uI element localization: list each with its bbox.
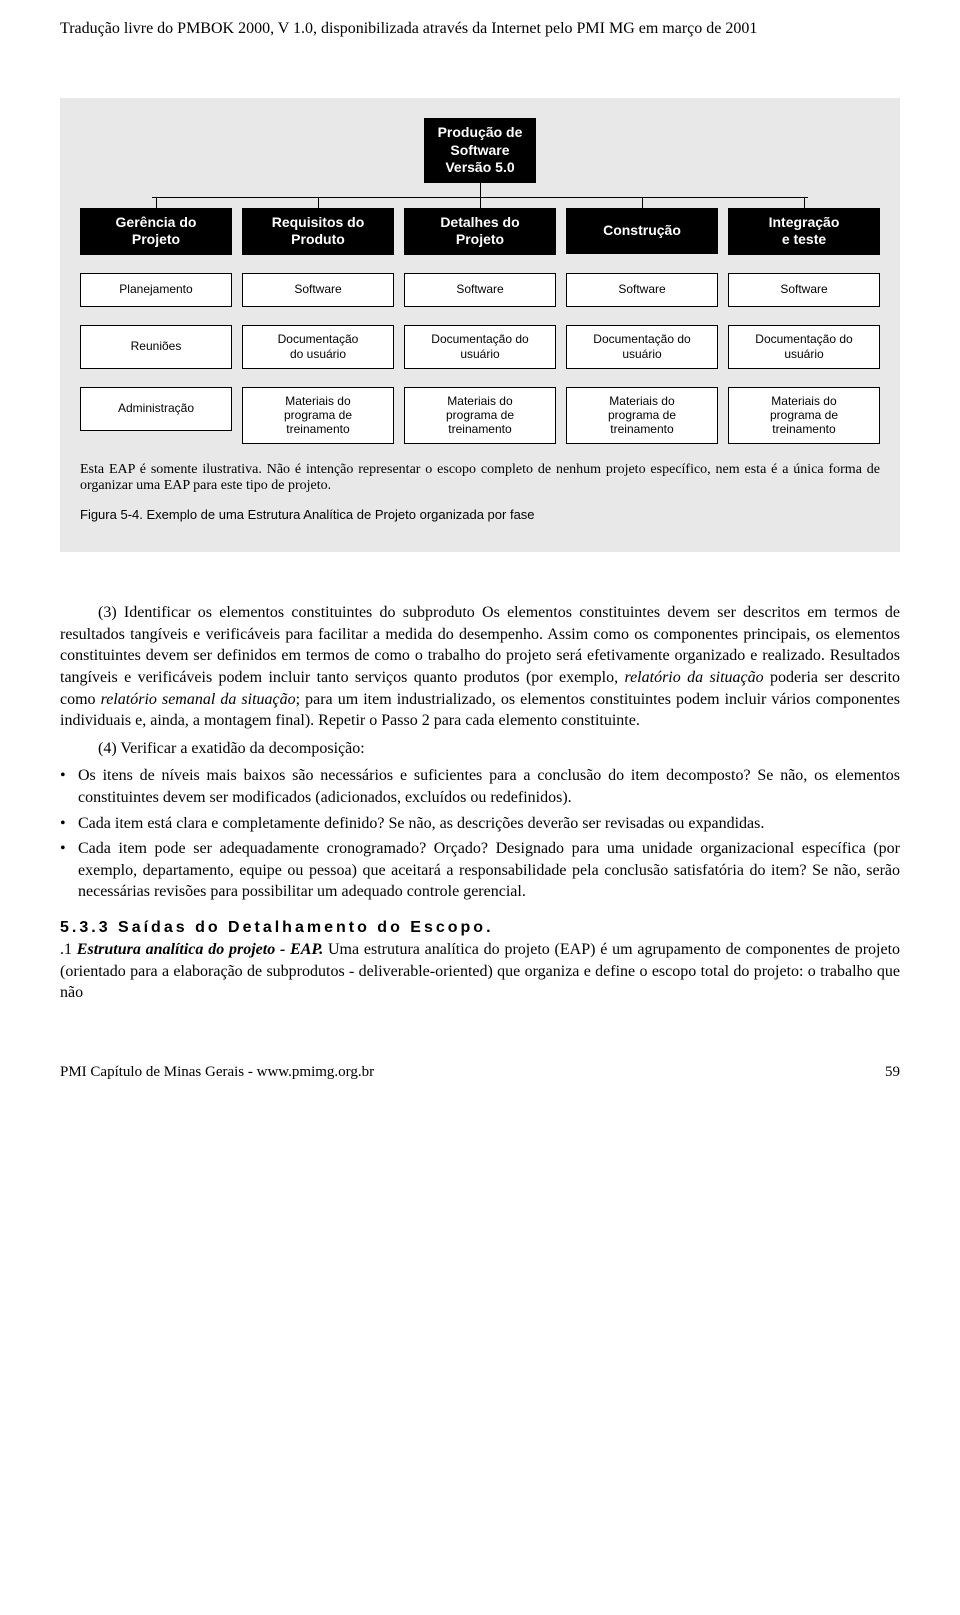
wbs-box: Documentação do usuário bbox=[242, 325, 394, 369]
wbs-box: Reuniões bbox=[80, 325, 232, 369]
wbs-box: Documentação do usuário bbox=[728, 325, 880, 369]
sub-num: .1 bbox=[60, 941, 77, 958]
paragraph: (4) Verificar a exatidão da decomposição… bbox=[60, 738, 900, 760]
page-number: 59 bbox=[885, 1064, 900, 1081]
wbs-root-box: Produção de Software Versão 5.0 bbox=[424, 118, 537, 183]
bullet-item: • Cada item pode ser adequadamente crono… bbox=[60, 838, 900, 903]
wbs-box: Documentação do usuário bbox=[566, 325, 718, 369]
wbs-box: Software bbox=[728, 273, 880, 307]
wbs-box: Planejamento bbox=[80, 273, 232, 307]
bullet-dot: • bbox=[60, 838, 78, 903]
wbs-l2-box: Integração e teste bbox=[728, 208, 880, 255]
wbs-l2-box: Construção bbox=[566, 208, 718, 254]
bullet-text: Cada item pode ser adequadamente cronogr… bbox=[78, 838, 900, 903]
section-heading: 5.3.3 Saídas do Detalhamento do Escopo. bbox=[60, 919, 900, 937]
wbs-box: Materiais do programa de treinamento bbox=[728, 387, 880, 444]
wbs-box: Materiais do programa de treinamento bbox=[242, 387, 394, 444]
figure-caption: Figura 5-4. Exemplo de uma Estrutura Ana… bbox=[80, 507, 880, 522]
bullet-dot: • bbox=[60, 813, 78, 835]
sub-entry: .1 Estrutura analítica do projeto - EAP.… bbox=[60, 939, 900, 1004]
sub-title: Estrutura analítica do projeto - EAP. bbox=[77, 941, 323, 958]
wbs-box: Administração bbox=[80, 387, 232, 431]
bullet-text: Cada item está clara e completamente def… bbox=[78, 813, 900, 835]
wbs-l2-box: Detalhes do Projeto bbox=[404, 208, 556, 255]
para1-italic1: relatório da situação bbox=[624, 669, 763, 686]
footer-left: PMI Capítulo de Minas Gerais - www.pmimg… bbox=[60, 1064, 374, 1081]
wbs-box: Documentação do usuário bbox=[404, 325, 556, 369]
diagram-note: Esta EAP é somente ilustrativa. Não é in… bbox=[80, 462, 880, 496]
diagram-container: Produção de Software Versão 5.0 Gerência… bbox=[60, 98, 900, 552]
bullet-dot: • bbox=[60, 765, 78, 808]
para2: (4) Verificar a exatidão da decomposição… bbox=[98, 740, 365, 757]
wbs-l2-box: Gerência do Projeto bbox=[80, 208, 232, 255]
bullet-item: • Cada item está clara e completamente d… bbox=[60, 813, 900, 835]
bullet-text: Os itens de níveis mais baixos são neces… bbox=[78, 765, 900, 808]
wbs-box: Software bbox=[566, 273, 718, 307]
bullet-item: • Os itens de níveis mais baixos são nec… bbox=[60, 765, 900, 808]
para1-italic2: relatório semanal da situação bbox=[101, 691, 296, 708]
wbs-box: Materiais do programa de treinamento bbox=[404, 387, 556, 444]
wbs-l2-box: Requisitos do Produto bbox=[242, 208, 394, 255]
wbs-box: Materiais do programa de treinamento bbox=[566, 387, 718, 444]
paragraph: (3) Identificar os elementos constituint… bbox=[60, 602, 900, 732]
header-text: Tradução livre do PMBOK 2000, V 1.0, dis… bbox=[60, 20, 900, 38]
wbs-box: Software bbox=[242, 273, 394, 307]
wbs-box: Software bbox=[404, 273, 556, 307]
